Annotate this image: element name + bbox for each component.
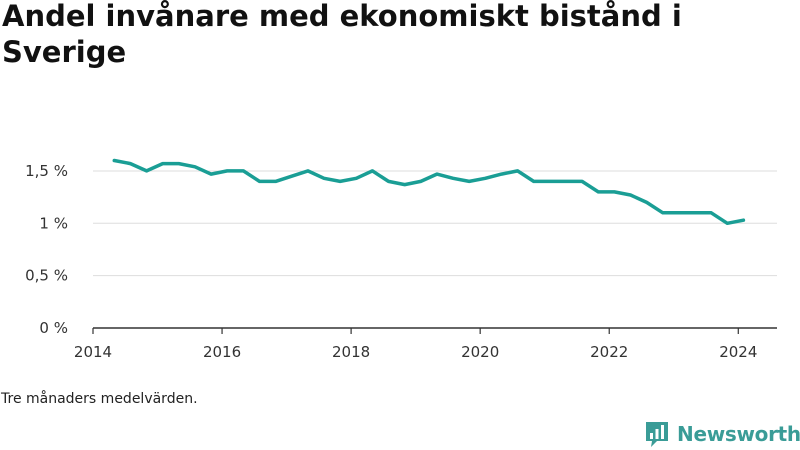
brand-logo[interactable]: Newsworthy bbox=[644, 420, 800, 448]
newsworthy-logo-icon bbox=[646, 422, 668, 447]
chart-title: Andel invånare med ekonomiskt bistånd i … bbox=[2, 0, 682, 69]
y-axis-labels: 0 % 0,5 % 1 % 1,5 % bbox=[25, 162, 68, 337]
x-tick-label: 2018 bbox=[332, 343, 370, 361]
x-axis: 2014 2016 2018 2020 2022 2024 bbox=[74, 327, 777, 361]
line-chart: 0 % 0,5 % 1 % 1,5 % 2014 2016 2018 2020 2022 202… bbox=[25, 158, 777, 361]
series-layer bbox=[112, 158, 746, 226]
x-tick-label: 2016 bbox=[203, 343, 241, 361]
grid-lines bbox=[93, 170, 777, 277]
x-tick-label: 2024 bbox=[719, 343, 757, 361]
y-tick-label: 0,5 % bbox=[25, 267, 68, 285]
footnote: Tre månaders medelvärden. bbox=[1, 391, 198, 407]
brand-name: Newsworthy bbox=[677, 422, 800, 446]
x-tick-label: 2022 bbox=[590, 343, 628, 361]
x-tick-label: 2020 bbox=[461, 343, 499, 361]
series-line bbox=[112, 158, 746, 226]
x-tick-label: 2014 bbox=[74, 343, 112, 361]
y-tick-label: 1 % bbox=[39, 214, 68, 232]
y-tick-label: 0 % bbox=[39, 319, 68, 337]
y-tick-label: 1,5 % bbox=[25, 162, 68, 180]
